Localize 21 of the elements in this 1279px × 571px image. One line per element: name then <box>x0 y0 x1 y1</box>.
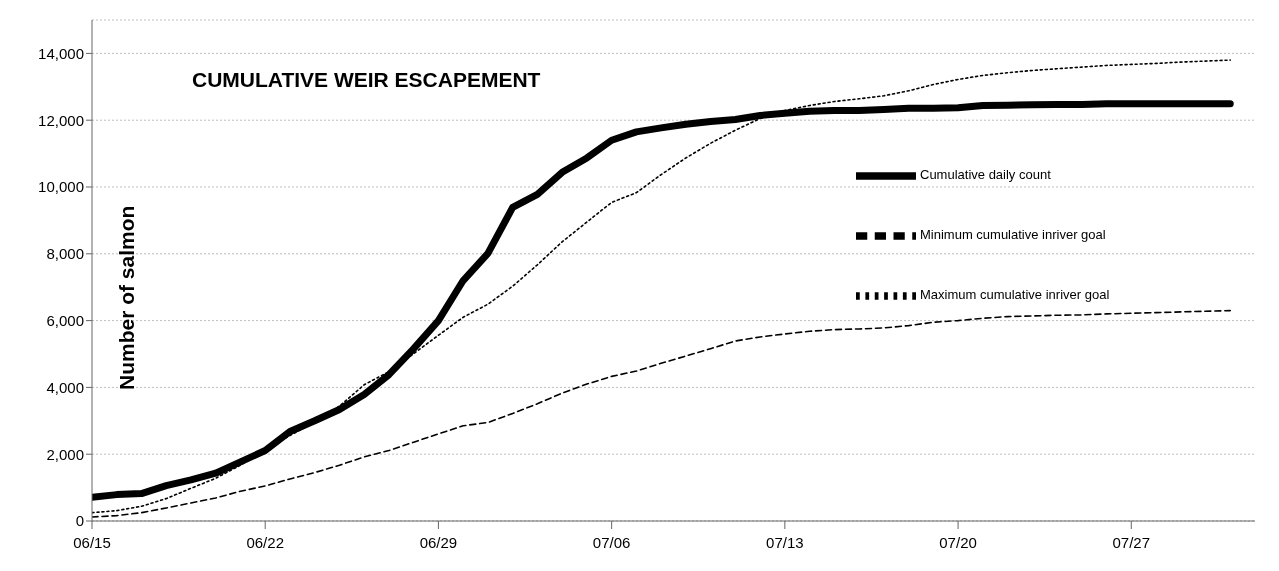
x-tick-label: 07/06 <box>592 533 631 551</box>
y-tick-label: 10,000 <box>38 178 84 196</box>
x-tick-label: 07/20 <box>939 533 977 551</box>
y-tick-label: 12,000 <box>38 111 84 129</box>
x-tick-label: 06/15 <box>73 533 111 551</box>
x-tick-label: 07/13 <box>766 533 804 551</box>
line-series <box>92 309 1232 518</box>
x-tick-label: 06/29 <box>419 533 458 551</box>
legend-label: Maximum cumulative inriver goal <box>920 287 1110 303</box>
y-axis-title: Number of salmon <box>114 205 139 390</box>
x-tick-label: 06/22 <box>246 533 284 551</box>
y-tick-label: 8,000 <box>46 245 84 263</box>
y-tick-label: 2,000 <box>46 445 84 463</box>
y-tick-label: 0 <box>75 512 84 530</box>
text: CUMULATIVE WEIR ESCAPEMENT <box>192 68 541 92</box>
legend-label: Cumulative daily count <box>920 167 1051 183</box>
y-tick-label: 6,000 <box>46 311 84 329</box>
y-tick-label: 14,000 <box>38 44 84 62</box>
legend-label: Minimum cumulative inriver goal <box>920 227 1106 243</box>
x-tick-label: 07/27 <box>1112 533 1151 551</box>
y-tick-label: 4,000 <box>46 378 84 396</box>
